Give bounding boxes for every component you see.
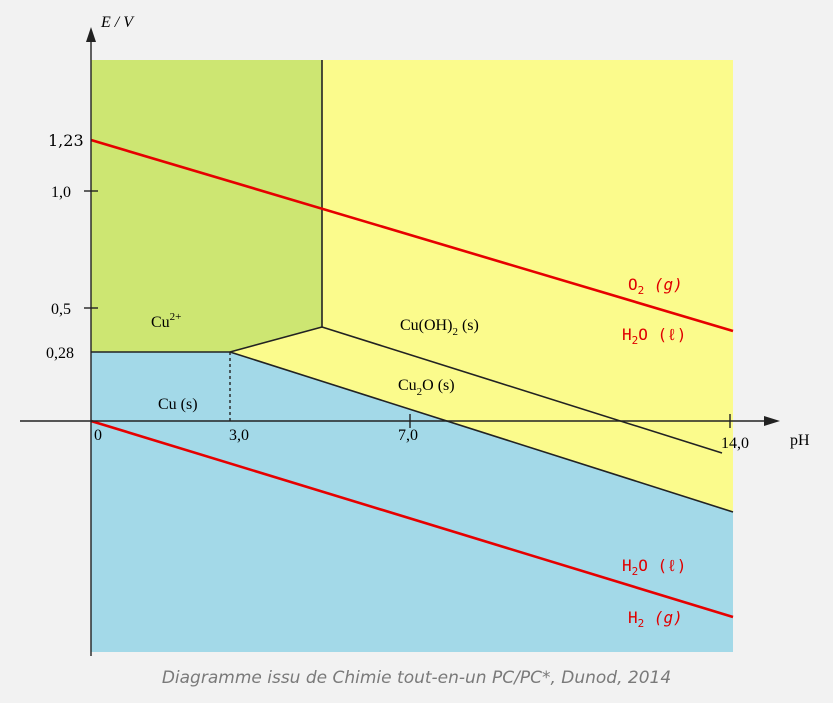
boundary-cuoh2-cu2o: [321, 326, 723, 454]
region-cuoh2: [230, 60, 733, 512]
region-cu: [91, 352, 733, 652]
y-tick-label-123: 1,23: [48, 131, 84, 150]
y-tick-label-028: 0,28: [46, 345, 74, 362]
water-line-o2-h2o: [90, 138, 734, 333]
region-label-cu: Cu (s): [158, 396, 198, 413]
label-h2o-liquid-top: H2O (ℓ): [622, 325, 686, 347]
region-label-cu2plus: Cu2+: [151, 311, 181, 331]
x-axis-label: pH: [790, 432, 810, 449]
label-o2-gas: O2 (g): [628, 275, 683, 297]
y-axis-arrow-icon: [86, 27, 96, 42]
y-axis-label: E / V: [100, 14, 135, 31]
boundary-cu2o-cu: [229, 351, 734, 513]
figure-caption: Diagramme issu de Chimie tout-en-un PC/P…: [161, 668, 672, 688]
x-tick-label-3: 3,0: [229, 427, 249, 444]
boundary-cu2plus-cuoh2-slope: [229, 326, 323, 353]
label-h2o-liquid-bottom: H2O (ℓ): [622, 556, 686, 578]
region-label-cu2o: Cu2O (s): [398, 377, 455, 398]
y-tick-label-05: 0,5: [51, 301, 71, 318]
x-axis-arrow-icon: [764, 416, 780, 426]
x-tick-label-14: 14,0: [721, 435, 749, 452]
x-tick-label-0: 0: [94, 427, 102, 444]
label-h2-gas: H2 (g): [628, 608, 683, 630]
region-cu2plus: [91, 60, 322, 352]
water-line-h2o-h2: [90, 419, 734, 619]
y-tick-label-10: 1,0: [51, 184, 71, 201]
region-label-cuoh2: Cu(OH)2 (s): [400, 317, 479, 338]
x-tick-label-7: 7,0: [398, 427, 418, 444]
